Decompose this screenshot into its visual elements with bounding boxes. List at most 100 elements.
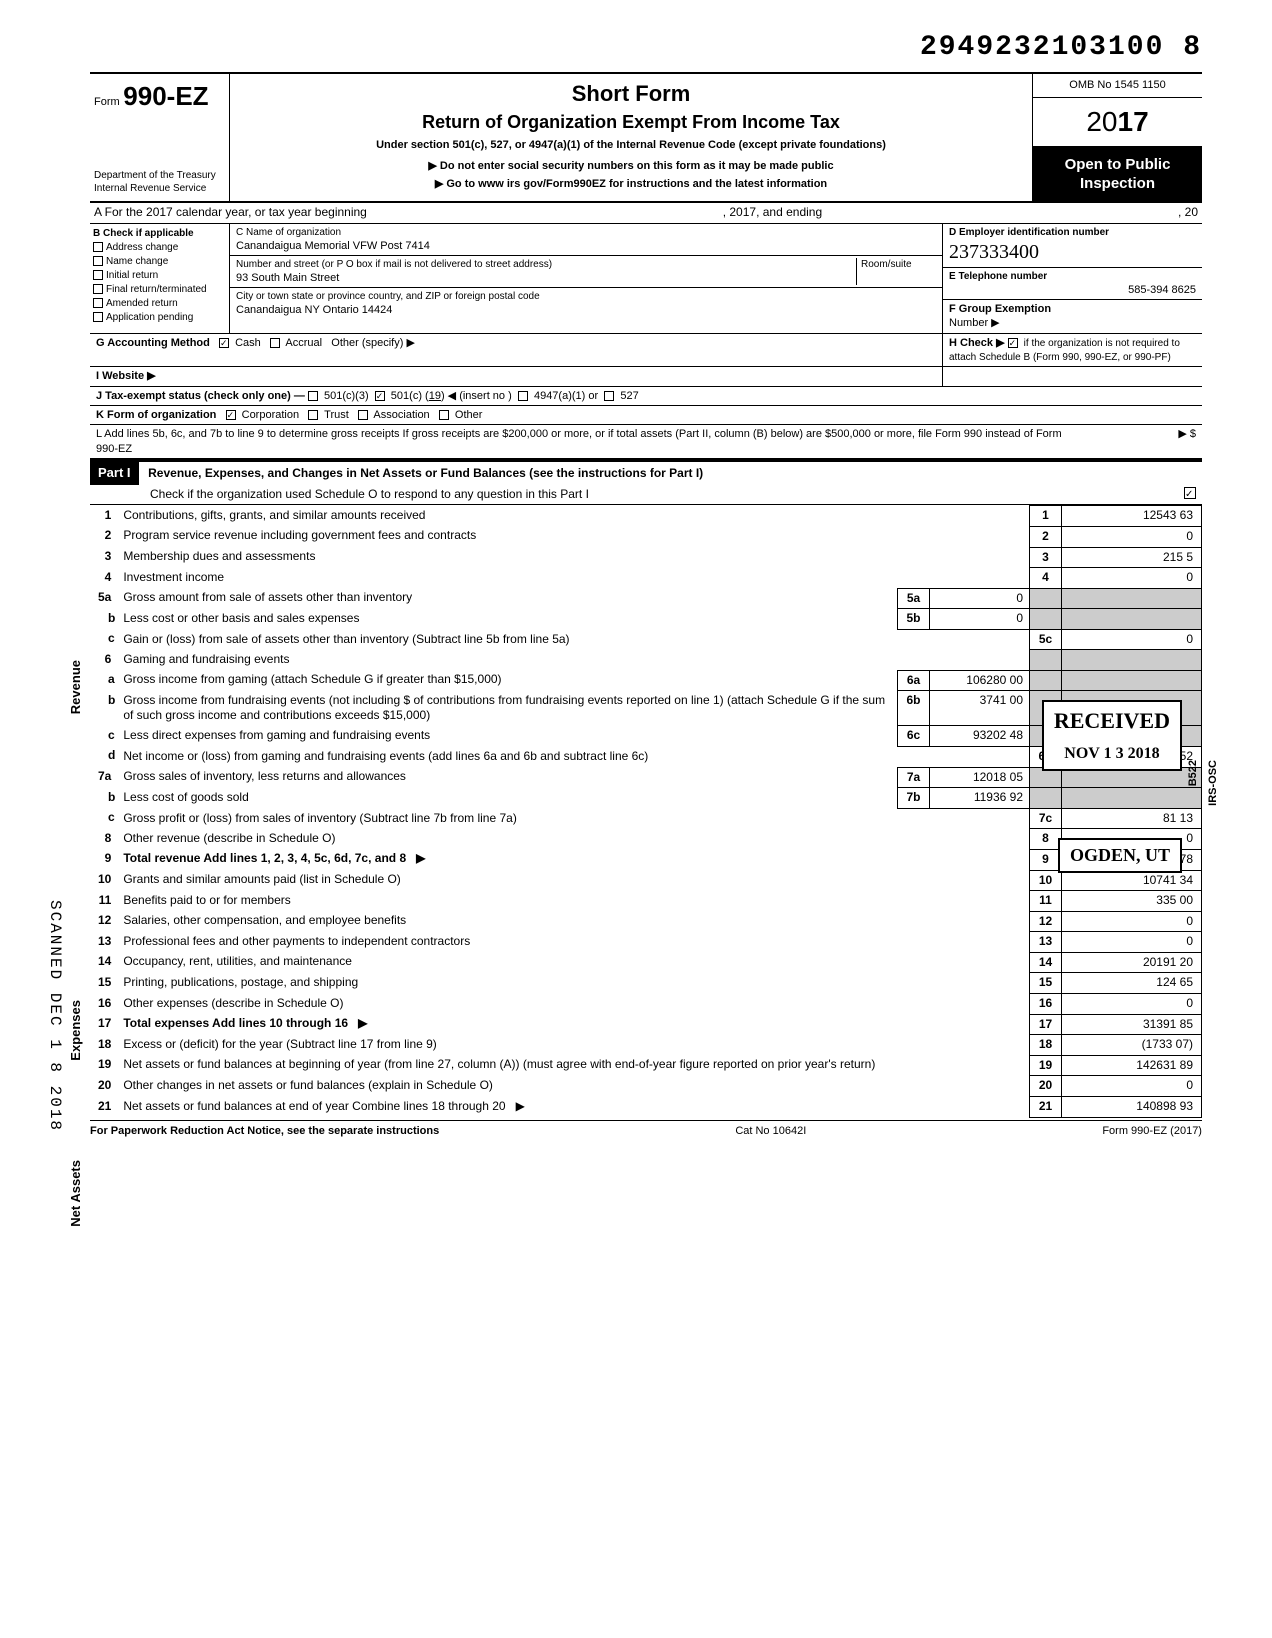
lines-table: 1Contributions, gifts, grants, and simil… <box>90 505 1202 1117</box>
omb-number: OMB No 1545 1150 <box>1033 74 1202 97</box>
chk-schedule-o[interactable] <box>1184 487 1196 499</box>
line-a: A For the 2017 calendar year, or tax yea… <box>90 203 1202 224</box>
chk-name[interactable] <box>93 256 103 266</box>
form-prefix: Form <box>94 96 120 108</box>
netassets-label: Net Assets <box>68 1160 90 1227</box>
line-5a-val: 0 <box>930 588 1030 609</box>
c-street: 93 South Main Street <box>236 271 856 285</box>
a-mid: , 2017, and ending <box>723 205 822 221</box>
line-16-val: 0 <box>1062 994 1202 1015</box>
open-public-2: Inspection <box>1035 174 1200 194</box>
line-7a-desc: Gross sales of inventory, less returns a… <box>119 767 897 788</box>
chk-accrual[interactable] <box>270 338 280 348</box>
chk-527[interactable] <box>604 391 614 401</box>
short-form-title: Short Form <box>238 80 1024 109</box>
e-phone: 585-394 8625 <box>949 283 1196 297</box>
chk-501c3[interactable] <box>308 391 318 401</box>
page-footer: For Paperwork Reduction Act Notice, see … <box>90 1120 1202 1138</box>
line-6c-val: 93202 48 <box>930 726 1030 747</box>
line-5b-desc: Less cost or other basis and sales expen… <box>119 609 897 630</box>
part-i-header: Part I Revenue, Expenses, and Changes in… <box>90 460 1202 505</box>
line-6a-val: 106280 00 <box>930 670 1030 691</box>
chk-assoc[interactable] <box>358 410 368 420</box>
b-name: Name change <box>106 256 168 267</box>
line-5b-val: 0 <box>930 609 1030 630</box>
line-11-val: 335 00 <box>1062 891 1202 912</box>
open-public-1: Open to Public <box>1035 155 1200 175</box>
received-stamp: RECEIVED NOV 1 3 2018 <box>1042 700 1182 771</box>
form-header: Form 990-EZ Department of the Treasury I… <box>90 72 1202 203</box>
chk-other[interactable] <box>439 410 449 420</box>
chk-trust[interactable] <box>308 410 318 420</box>
f-label: F Group Exemption <box>949 303 1051 315</box>
chk-amended[interactable] <box>93 298 103 308</box>
chk-corp[interactable] <box>226 410 236 420</box>
j-cnum: 19 <box>429 390 441 402</box>
line-11-desc: Benefits paid to or for members <box>119 891 1029 912</box>
line-2-desc: Program service revenue including govern… <box>119 526 1029 547</box>
ogden-stamp: OGDEN, UT <box>1058 838 1182 873</box>
j-527: 527 <box>620 390 638 402</box>
chk-h[interactable] <box>1008 338 1018 348</box>
line-1-val: 12543 63 <box>1062 506 1202 527</box>
subtitle: Under section 501(c), 527, or 4947(a)(1)… <box>238 138 1024 152</box>
line-18-desc: Excess or (deficit) for the year (Subtra… <box>119 1035 1029 1056</box>
h-label: H Check ▶ <box>949 337 1005 349</box>
line-15-val: 124 65 <box>1062 973 1202 994</box>
f-label2: Number ▶ <box>949 317 1000 329</box>
line-17-val: 31391 85 <box>1062 1014 1202 1035</box>
g-label: G Accounting Method <box>96 337 210 349</box>
line-10-desc: Grants and similar amounts paid (list in… <box>119 870 1029 891</box>
line-4-val: 0 <box>1062 568 1202 589</box>
e-label: E Telephone number <box>949 270 1196 283</box>
chk-4947[interactable] <box>518 391 528 401</box>
line-5c-desc: Gain or (loss) from sale of assets other… <box>119 629 1029 650</box>
line-9-desc: Total revenue Add lines 1, 2, 3, 4, 5c, … <box>123 851 406 865</box>
line-7b-val: 11936 92 <box>930 788 1030 809</box>
chk-initial[interactable] <box>93 270 103 280</box>
a-prefix: A For the 2017 calendar year, or tax yea… <box>94 205 367 221</box>
g-other: Other (specify) ▶ <box>331 337 415 349</box>
chk-501c[interactable] <box>375 391 385 401</box>
line-18-val: (1733 07) <box>1062 1035 1202 1056</box>
b-initial: Initial return <box>106 270 158 281</box>
tax-year: 20201717 <box>1033 98 1202 147</box>
line-5a-desc: Gross amount from sale of assets other t… <box>119 588 897 609</box>
line-12-val: 0 <box>1062 911 1202 932</box>
b522-stamp: B522 <box>1186 760 1200 786</box>
line-21-val: 140898 93 <box>1062 1097 1202 1118</box>
chk-final[interactable] <box>93 284 103 294</box>
part-i-label: Part I <box>90 462 139 485</box>
part-i-sub: Check if the organization used Schedule … <box>150 487 589 503</box>
line-7a-val: 12018 05 <box>930 767 1030 788</box>
line-7b-desc: Less cost of goods sold <box>119 788 897 809</box>
stamp-date: NOV 1 3 2018 <box>1054 743 1170 765</box>
k-label: K Form of organization <box>96 409 216 421</box>
chk-cash[interactable] <box>219 338 229 348</box>
irs-osc-stamp: IRS-OSC <box>1206 760 1220 806</box>
k-trust: Trust <box>324 409 349 421</box>
j-cend: ) ◀ (insert no ) <box>441 390 512 402</box>
g-cash: Cash <box>235 337 261 349</box>
c-city: Canandaigua NY Ontario 14424 <box>236 303 936 317</box>
j-label: J Tax-exempt status (check only one) — <box>96 390 305 402</box>
line-21-desc: Net assets or fund balances at end of ye… <box>123 1099 505 1113</box>
return-title: Return of Organization Exempt From Incom… <box>238 111 1024 134</box>
c-street-label: Number and street (or P O box if mail is… <box>236 258 856 271</box>
l-text: L Add lines 5b, 6c, and 7b to line 9 to … <box>96 427 1076 456</box>
line-7c-desc: Gross profit or (loss) from sales of inv… <box>119 808 1029 829</box>
b-final: Final return/terminated <box>106 284 207 295</box>
line-6b-desc: Gross income from fundraising events (no… <box>119 691 897 726</box>
line-20-val: 0 <box>1062 1076 1202 1097</box>
line-19-val: 142631 89 <box>1062 1055 1202 1076</box>
part-i-title: Revenue, Expenses, and Changes in Net As… <box>142 464 709 482</box>
stamp-received-text: RECEIVED <box>1054 706 1170 737</box>
chk-pending[interactable] <box>93 312 103 322</box>
chk-address[interactable] <box>93 242 103 252</box>
scanned-stamp: SCANNED DEC 1 8 2018 <box>44 900 65 1132</box>
revenue-label: Revenue <box>68 660 90 714</box>
b-pending: Application pending <box>106 312 193 323</box>
line-2-val: 0 <box>1062 526 1202 547</box>
c-name: Canandaigua Memorial VFW Post 7414 <box>236 239 936 253</box>
line-6a-desc: Gross income from gaming (attach Schedul… <box>119 670 897 691</box>
